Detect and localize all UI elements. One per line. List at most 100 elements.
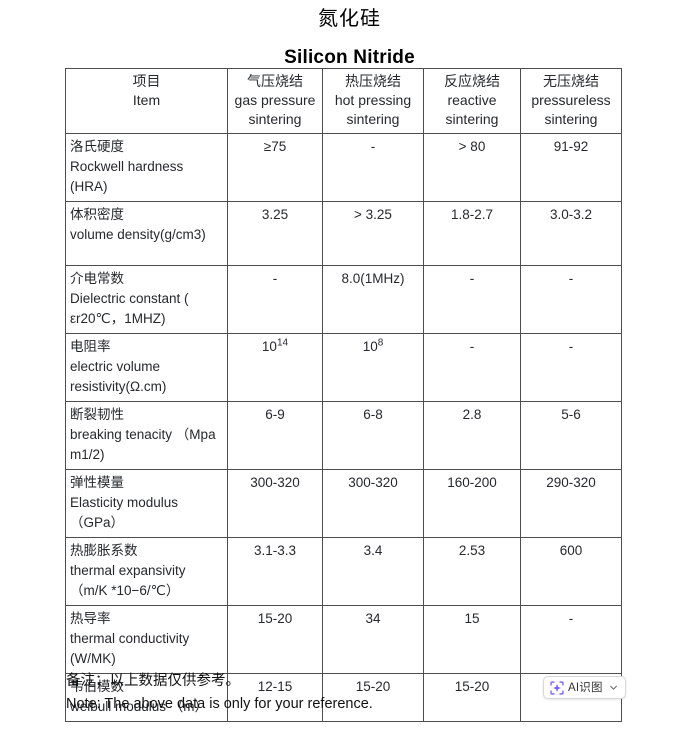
table-header-row: 项目 Item 气压烧结 gas pressure sintering 热压烧结…: [65, 68, 622, 134]
cell-value: 300-320: [322, 469, 424, 538]
table-row: 体积密度 volume density(g/cm3) 3.25 > 3.25 1…: [65, 201, 622, 266]
cell-value: -: [423, 265, 521, 334]
row-label-weibull-modulus: 韦伯模数 weibull modulus （m）: [65, 673, 228, 722]
cell-value: 91-92: [520, 133, 622, 202]
page-title-chinese: 氮化硅: [318, 8, 381, 30]
ai-scan-icon: [550, 680, 564, 695]
table-row: 介电常数 Dielectric constant ( εr20℃，1MHZ) -…: [65, 265, 622, 334]
table-row: 电阻率 electric volume resistivity(Ω.cm) 10…: [65, 333, 622, 402]
cell-value: 108: [322, 333, 424, 402]
cell-value: -: [520, 265, 622, 334]
column-header-reactive-sintering-cn: 反应烧结: [444, 73, 500, 89]
row-label-thermal-conductivity: 热导率 thermal conductivity (W/MK): [65, 605, 228, 674]
cell-value: 2.53: [423, 537, 521, 606]
cell-value: -: [423, 333, 521, 402]
specification-table: 项目 Item 气压烧结 gas pressure sintering 热压烧结…: [65, 68, 622, 722]
cell-value: 3.1-3.3: [227, 537, 323, 606]
cell-value: 600: [520, 537, 622, 606]
row-label-cn: 韦伯模数: [70, 679, 124, 694]
footer-note: 备注：以上数据仅供参考。 Note: The above data is onl…: [66, 670, 373, 716]
row-label-en: thermal expansivity （m/K *10−6/℃）: [70, 563, 186, 598]
table-row: 热导率 thermal conductivity (W/MK) 15-20 34…: [65, 605, 622, 674]
row-label-en: electric volume resistivity(Ω.cm): [70, 359, 167, 394]
row-label-cn: 弹性模量: [70, 475, 124, 490]
cell-value: 15-20: [322, 673, 424, 722]
cell-value-exponent: 14: [276, 337, 289, 349]
cell-value: -: [520, 333, 622, 402]
table-row: 弹性模量 Elasticity modulus （GPa） 300-320 30…: [65, 469, 622, 538]
row-label-cn: 介电常数: [70, 271, 124, 286]
row-label-rockwell-hardness: 洛氏硬度 Rockwell hardness (HRA): [65, 133, 228, 202]
table-row: 韦伯模数 weibull modulus （m） 12-15 15-20 15-…: [65, 673, 622, 722]
row-label-en: volume density(g/cm3): [70, 227, 206, 242]
column-header-item-cn: 项目: [132, 73, 161, 89]
table-row: 热膨胀系数 thermal expansivity （m/K *10−6/℃） …: [65, 537, 622, 606]
cell-value: 6-9: [227, 401, 323, 470]
cell-value: 6-8: [322, 401, 424, 470]
row-label-cn: 断裂韧性: [70, 407, 124, 422]
row-label-elasticity-modulus: 弹性模量 Elasticity modulus （GPa）: [65, 469, 228, 538]
column-header-hot-pressing-sintering: 热压烧结 hot pressing sintering: [322, 68, 424, 134]
cell-value: -: [322, 133, 424, 202]
table-body: 洛氏硬度 Rockwell hardness (HRA) ≥75 - > 80 …: [65, 133, 622, 722]
cell-value: 1014: [227, 333, 323, 402]
row-label-cn: 洛氏硬度: [70, 139, 124, 154]
ai-recognize-image-button[interactable]: AI识图: [543, 676, 626, 699]
column-header-item-en: Item: [132, 92, 161, 108]
table-row: 断裂韧性 breaking tenacity （Mpa m1/2) 6-9 6-…: [65, 401, 622, 470]
column-header-reactive-sintering: 反应烧结 reactive sintering: [423, 68, 521, 134]
row-label-en: weibull modulus （m）: [70, 699, 209, 714]
row-label-en: Rockwell hardness (HRA): [70, 159, 184, 194]
row-label-cn: 电阻率: [70, 339, 111, 354]
row-label-volume-density: 体积密度 volume density(g/cm3): [65, 201, 228, 266]
row-label-cn: 热膨胀系数: [70, 543, 138, 558]
cell-value: > 3.25: [322, 201, 424, 266]
row-label-en: Dielectric constant ( εr20℃，1MHZ): [70, 291, 189, 326]
cell-value: ≥75: [227, 133, 323, 202]
column-header-gas-pressure-sintering: 气压烧结 gas pressure sintering: [227, 68, 323, 134]
column-header-pressureless-sintering: 无压烧结 pressureless sintering: [520, 68, 622, 134]
cell-value: 15: [423, 605, 521, 674]
column-header-gas-pressure-sintering-cn: 气压烧结: [247, 73, 303, 89]
row-label-thermal-expansivity: 热膨胀系数 thermal expansivity （m/K *10−6/℃）: [65, 537, 228, 606]
ai-recognize-image-label: AI识图: [568, 681, 603, 694]
cell-value: 8.0(1MHz): [322, 265, 424, 334]
footer-note-en: Note: The above data is only for your re…: [66, 696, 373, 712]
cell-value: -: [520, 605, 622, 674]
row-label-en: breaking tenacity （Mpa m1/2): [70, 427, 216, 462]
cell-value: 12-15: [227, 673, 323, 722]
page-title-english: Silicon Nitride: [284, 47, 415, 68]
cell-value: > 80: [423, 133, 521, 202]
cell-value-exponent: 8: [377, 337, 384, 349]
cell-value: -: [227, 265, 323, 334]
column-header-reactive-sintering-en: reactive sintering: [445, 92, 499, 127]
row-label-cn: 热导率: [70, 611, 111, 626]
cell-value: 15-20: [227, 605, 323, 674]
row-label-en: Elasticity modulus （GPa）: [70, 495, 179, 530]
column-header-hot-pressing-sintering-en: hot pressing sintering: [334, 92, 412, 127]
row-label-en: thermal conductivity (W/MK): [70, 631, 190, 666]
table-row: 洛氏硬度 Rockwell hardness (HRA) ≥75 - > 80 …: [65, 133, 622, 202]
cell-value: 15-20: [423, 673, 521, 722]
column-header-pressureless-sintering-en: pressureless sintering: [531, 92, 611, 127]
cell-value: 3.25: [227, 201, 323, 266]
column-header-item: 项目 Item: [65, 68, 228, 134]
cell-value: 300-320: [227, 469, 323, 538]
cell-value: 34: [322, 605, 424, 674]
chevron-down-icon[interactable]: [609, 683, 618, 692]
cell-value-base: 10: [261, 339, 277, 354]
row-label-dielectric-constant: 介电常数 Dielectric constant ( εr20℃，1MHZ): [65, 265, 228, 334]
spec-table-container: 项目 Item 气压烧结 gas pressure sintering 热压烧结…: [65, 68, 622, 722]
cell-value: 3.4: [322, 537, 424, 606]
row-label-electric-volume-resistivity: 电阻率 electric volume resistivity(Ω.cm): [65, 333, 228, 402]
row-label-cn: 体积密度: [70, 207, 124, 222]
column-header-pressureless-sintering-cn: 无压烧结: [543, 73, 599, 89]
cell-value: 3.0-3.2: [520, 201, 622, 266]
cell-value-base: 10: [362, 339, 378, 354]
cell-value: 160-200: [423, 469, 521, 538]
row-label-breaking-tenacity: 断裂韧性 breaking tenacity （Mpa m1/2): [65, 401, 228, 470]
cell-value: 1.8-2.7: [423, 201, 521, 266]
column-header-hot-pressing-sintering-cn: 热压烧结: [345, 73, 401, 89]
column-header-gas-pressure-sintering-en: gas pressure sintering: [234, 92, 316, 127]
